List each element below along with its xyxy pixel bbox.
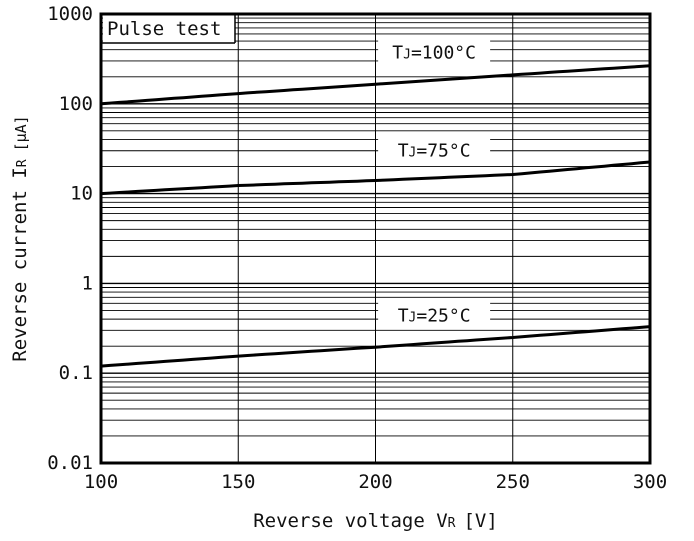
x-axis-label: Reverse voltage VR [V] xyxy=(253,510,498,532)
series-label-rest: =25°C xyxy=(416,305,470,326)
series-label: TJ=75°C xyxy=(398,141,471,162)
series-label: TJ=25°C xyxy=(398,305,471,326)
legend-box: Pulse test xyxy=(101,14,236,44)
plot-frame xyxy=(99,12,652,465)
y-tick-label: 1000 xyxy=(47,3,93,25)
legend-text: Pulse test xyxy=(107,18,221,40)
series-label-sub: J xyxy=(409,310,417,325)
x-tick-label: 250 xyxy=(496,471,530,493)
series-labels: TJ=100°CTJ=75°CTJ=25°C xyxy=(378,38,491,328)
x-tick-label: 300 xyxy=(633,471,667,493)
x-axis-label-main: Reverse voltage V xyxy=(253,510,447,532)
x-tick-label: 100 xyxy=(84,471,118,493)
y-axis-label-sub: R xyxy=(15,159,30,167)
x-tick-label: 150 xyxy=(221,471,255,493)
series-label-rest: =75°C xyxy=(416,141,470,162)
y-tick-label: 10 xyxy=(70,183,93,205)
series-label-main: T xyxy=(398,141,409,162)
legend-background xyxy=(103,16,235,43)
series-label-bg xyxy=(378,38,491,65)
y-tick-label: 1 xyxy=(82,272,93,294)
series-label-main: T xyxy=(392,43,403,64)
y-tick-label: 0.01 xyxy=(47,452,93,474)
series-line xyxy=(100,160,651,196)
series-label-bg xyxy=(378,301,491,328)
series-label-sub: J xyxy=(409,146,417,161)
series-label-sub: J xyxy=(403,48,411,63)
x-axis-label-unit: [V] xyxy=(463,510,497,532)
y-tick-label: 100 xyxy=(59,93,93,115)
series-line xyxy=(100,64,651,106)
y-tick-labels: 0.01 0.1 1 10 100 1000 xyxy=(47,3,93,474)
y-axis-label-main: Reverse current I xyxy=(9,167,31,361)
series-line xyxy=(100,325,651,368)
y-axis-label: Reverse current IR [μA] xyxy=(9,115,31,361)
x-axis-label-sub: R xyxy=(448,516,456,531)
series-label-main: T xyxy=(398,305,409,326)
y-axis-label-unit: [μA] xyxy=(12,115,30,151)
x-tick-labels: 100 150 200 250 300 xyxy=(84,471,667,493)
x-tick-label: 200 xyxy=(358,471,392,493)
y-tick-label: 0.1 xyxy=(59,362,93,384)
vertical-gridlines xyxy=(237,14,514,463)
series-lines xyxy=(100,64,651,368)
series-label: TJ=100°C xyxy=(392,43,476,64)
series-label-rest: =100°C xyxy=(411,43,476,64)
series-label-bg xyxy=(378,136,491,163)
